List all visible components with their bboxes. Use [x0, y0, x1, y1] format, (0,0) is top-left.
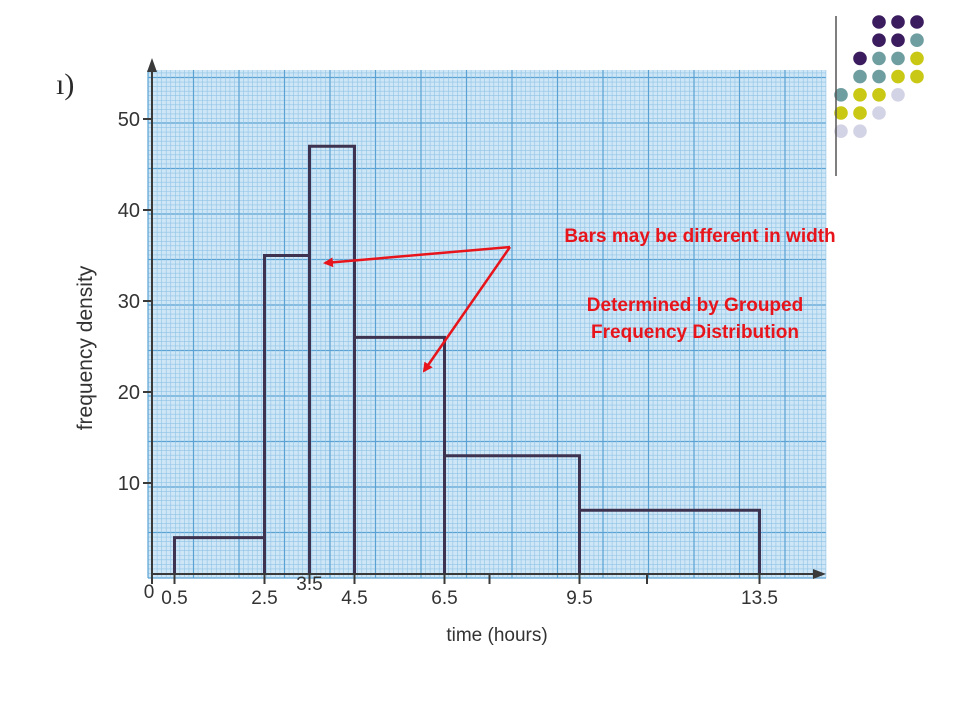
y-axis-arrowhead: [147, 58, 157, 72]
decorative-dot: [834, 106, 848, 120]
x-tick-label: 0: [144, 582, 155, 603]
decorative-dot: [872, 88, 886, 102]
decorative-dot: [853, 51, 867, 66]
annotation-grouped-frequency: Determined by Grouped Frequency Distribu…: [520, 292, 870, 346]
decorative-dot: [853, 124, 867, 138]
x-tick-label: 0.5: [161, 588, 187, 609]
y-tick-label: 40: [118, 200, 140, 222]
decorative-dot: [853, 88, 867, 102]
decorative-dot: [853, 106, 867, 120]
annotation-arrow-left: [323, 245, 511, 268]
decorative-dot: [872, 51, 886, 66]
decorative-dot: [872, 33, 886, 47]
x-axis-arrowhead: [813, 569, 826, 579]
y-tick-label: 50: [118, 109, 140, 131]
question-part-label: ı): [56, 68, 75, 101]
x-axis-label: time (hours): [446, 625, 547, 646]
decorative-dot: [834, 124, 848, 138]
x-tick-label: 6.5: [431, 588, 457, 609]
decorative-dot: [910, 51, 924, 66]
decorative-dot: [891, 69, 905, 84]
decorative-dot: [872, 15, 886, 29]
x-tick-label: 3.5: [296, 574, 322, 595]
annotation-bar-width: Bars may be different in width: [564, 226, 836, 247]
x-tick-label: 9.5: [566, 588, 592, 609]
decorative-dot: [872, 106, 886, 120]
decorative-dot: [910, 15, 924, 29]
decorative-dot: [910, 69, 924, 84]
decorative-dot: [891, 33, 905, 47]
x-tick-label: 13.5: [741, 588, 778, 609]
annotation-arrow-down: [422, 246, 512, 373]
decorative-dot: [853, 69, 867, 84]
decorative-dot: [834, 88, 848, 102]
decorative-dot: [891, 51, 905, 66]
decorative-dot: [891, 88, 905, 102]
decorative-dot: [872, 69, 886, 84]
y-tick-label: 30: [118, 291, 140, 313]
histogram-bar: [578, 508, 761, 574]
annotation-line-1: Determined by Grouped: [586, 295, 804, 316]
decorative-dot: [910, 33, 924, 47]
x-tick-label: 4.5: [341, 588, 367, 609]
y-tick-label: 20: [118, 382, 140, 404]
y-axis-label: frequency density: [74, 265, 97, 430]
decorative-dot: [891, 15, 905, 29]
y-tick-label: 10: [118, 473, 140, 495]
annotation-line-2: Frequency Distribution: [591, 322, 799, 343]
x-tick-label: 2.5: [251, 588, 277, 609]
